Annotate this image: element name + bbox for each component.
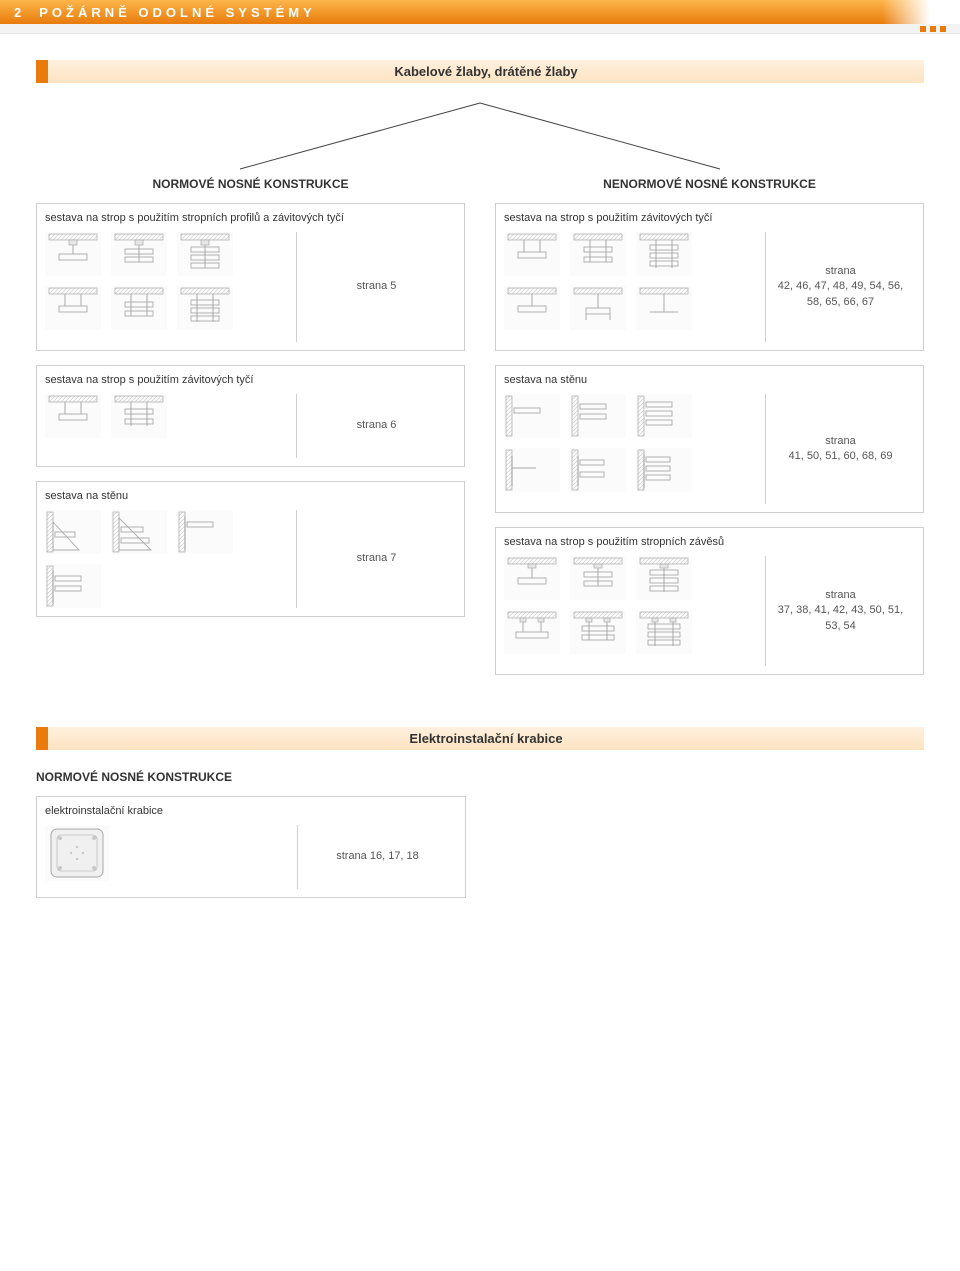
- page-ref-label: strana: [825, 434, 856, 449]
- assembly-icon: [45, 286, 101, 330]
- icon-area: [45, 232, 286, 342]
- heading-norm-2: NORMOVÉ NOSNÉ KONSTRUKCE: [36, 770, 466, 784]
- panel-title: sestava na strop s použitím stropních pr…: [45, 212, 456, 224]
- page-title: POŽÁRNĚ ODOLNÉ SYSTÉMY: [39, 5, 316, 20]
- page-ref-text: strana 16, 17, 18: [336, 849, 419, 864]
- panel-title: elektroinstalační krabice: [45, 805, 457, 817]
- page-ref-numbers: 42, 46, 47, 48, 49, 54, 56, 58, 65, 66, …: [772, 279, 909, 310]
- header-bar: 2 POŽÁRNĚ ODOLNÉ SYSTÉMY: [0, 0, 960, 24]
- section-title-trays: Kabelové žlaby, drátěné žlaby: [36, 60, 924, 83]
- assembly-icon: [570, 556, 626, 600]
- panel-page-ref: strana 7: [296, 510, 456, 608]
- panel-ceiling-rods: sestava na strop s použitím závitových t…: [36, 365, 465, 467]
- assembly-icon: [504, 286, 560, 330]
- panel-title: sestava na strop s použitím stropních zá…: [504, 536, 915, 548]
- assembly-icon: [636, 556, 692, 600]
- icon-area: [504, 556, 755, 666]
- page-ref-label: strana: [825, 588, 856, 603]
- assembly-icon: [504, 556, 560, 600]
- page-ref-text: strana 6: [357, 418, 397, 433]
- panel-title: sestava na stěnu: [504, 374, 915, 386]
- panel-title: sestava na strop s použitím závitových t…: [45, 374, 456, 386]
- panel-title: sestava na stěnu: [45, 490, 456, 502]
- two-column-layout: NORMOVÉ NOSNÉ KONSTRUKCE sestava na stro…: [36, 177, 924, 689]
- panel-r-hangers: sestava na strop s použitím stropních zá…: [495, 527, 924, 675]
- junction-box-icon: [45, 825, 109, 881]
- icon-area: [504, 232, 755, 342]
- assembly-icon: [636, 610, 692, 654]
- assembly-icon: [570, 448, 626, 492]
- page-ref-numbers: 37, 38, 41, 42, 43, 50, 51, 53, 54: [772, 603, 909, 634]
- left-column: NORMOVÉ NOSNÉ KONSTRUKCE sestava na stro…: [36, 177, 465, 689]
- sub-bar: [0, 24, 960, 34]
- assembly-icon: [111, 232, 167, 276]
- assembly-icon: [570, 286, 626, 330]
- section-electro: Elektroinstalační krabice NORMOVÉ NOSNÉ …: [36, 727, 924, 898]
- assembly-icon: [570, 394, 626, 438]
- section-title-electro: Elektroinstalační krabice: [36, 727, 924, 750]
- assembly-icon: [636, 286, 692, 330]
- panel-page-ref: strana 6: [296, 394, 456, 458]
- assembly-icon: [504, 394, 560, 438]
- page-ref-text: strana 7: [357, 551, 397, 566]
- panel-page-ref: strana 16, 17, 18: [297, 825, 457, 889]
- assembly-icon: [177, 232, 233, 276]
- branch-diagram: [36, 103, 924, 173]
- accent-dots-icon: [920, 26, 946, 32]
- panel-page-ref: strana 37, 38, 41, 42, 43, 50, 51, 53, 5…: [765, 556, 915, 666]
- assembly-icon: [636, 448, 692, 492]
- assembly-icon: [111, 286, 167, 330]
- assembly-icon: [570, 232, 626, 276]
- panel-page-ref: strana 41, 50, 51, 60, 68, 69: [765, 394, 915, 504]
- assembly-icon: [177, 286, 233, 330]
- page-ref-numbers: 41, 50, 51, 60, 68, 69: [789, 449, 893, 464]
- heading-nonnorm: NENORMOVÉ NOSNÉ KONSTRUKCE: [495, 177, 924, 191]
- panel-page-ref: strana 5: [296, 232, 456, 342]
- heading-norm: NORMOVÉ NOSNÉ KONSTRUKCE: [36, 177, 465, 191]
- assembly-icon: [504, 232, 560, 276]
- assembly-icon: [111, 510, 167, 554]
- assembly-icon: [45, 510, 101, 554]
- panel-title: sestava na strop s použitím závitových t…: [504, 212, 915, 224]
- panel-r-wall: sestava na stěnu: [495, 365, 924, 513]
- assembly-icon: [504, 610, 560, 654]
- panel-page-ref: strana 42, 46, 47, 48, 49, 54, 56, 58, 6…: [765, 232, 915, 342]
- panel-electro-box: elektroinstalační krabice: [36, 796, 466, 898]
- assembly-icon: [636, 394, 692, 438]
- assembly-icon: [45, 394, 101, 438]
- assembly-icon: [504, 448, 560, 492]
- icon-area: [45, 825, 287, 889]
- assembly-icon: [45, 564, 101, 608]
- right-column: NENORMOVÉ NOSNÉ KONSTRUKCE sestava na st…: [495, 177, 924, 689]
- page-ref-label: strana: [825, 264, 856, 279]
- icon-area: [45, 510, 286, 608]
- icon-area: [504, 394, 755, 504]
- assembly-icon: [177, 510, 233, 554]
- panel-wall: sestava na stěnu: [36, 481, 465, 617]
- assembly-icon: [111, 394, 167, 438]
- page-ref-text: strana 5: [357, 279, 397, 294]
- page-content: Kabelové žlaby, drátěné žlaby NORMOVÉ NO…: [0, 34, 960, 952]
- assembly-icon: [45, 232, 101, 276]
- assembly-icon: [636, 232, 692, 276]
- panel-r-ceiling-rods: sestava na strop s použitím závitových t…: [495, 203, 924, 351]
- assembly-icon: [570, 610, 626, 654]
- page-number: 2: [14, 5, 25, 20]
- icon-area: [45, 394, 286, 458]
- panel-ceiling-profiles: sestava na strop s použitím stropních pr…: [36, 203, 465, 351]
